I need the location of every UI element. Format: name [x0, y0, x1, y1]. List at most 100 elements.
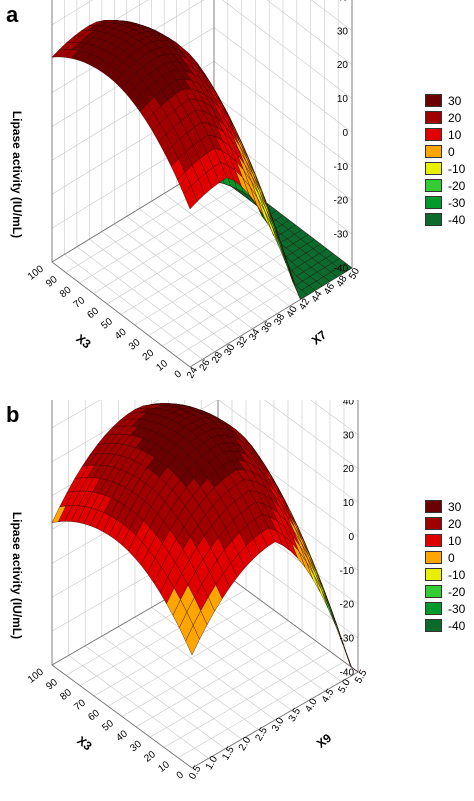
- legend-item: -30: [425, 600, 474, 617]
- y-axis-title: X9: [314, 731, 334, 751]
- legend-item: 30: [425, 92, 474, 109]
- response-surface: [51, 20, 353, 300]
- z-tick-label: -40: [334, 264, 349, 275]
- x-tick-label: 40: [114, 728, 130, 744]
- legend-label: 0: [448, 144, 455, 159]
- x-tick-label: 0: [173, 368, 185, 380]
- z-tick-label: -20: [340, 600, 355, 611]
- z-tick-label: 40: [343, 400, 355, 407]
- y-tick-label: 26: [198, 357, 213, 373]
- legend-label: -40: [448, 212, 466, 227]
- x-tick-label: 80: [58, 687, 74, 703]
- legend-item: 30: [425, 498, 474, 515]
- panel-label: a: [6, 2, 19, 27]
- x-axis-title: X3: [73, 331, 93, 351]
- z-tick-label: 0: [348, 532, 354, 543]
- y-tick-label: 46: [322, 281, 337, 297]
- z-tick-label: 40: [337, 0, 349, 3]
- legend-item: -10: [425, 160, 474, 177]
- legend-swatch: [425, 619, 442, 632]
- y-tick-label: 32: [235, 335, 250, 351]
- legend-swatch: [425, 602, 442, 615]
- legend-item: -20: [425, 177, 474, 194]
- y-tick-label: 30: [222, 342, 237, 358]
- x-tick-label: 10: [156, 759, 172, 775]
- surface-facet: [321, 589, 336, 626]
- panel-a: a 50403020100-10-20-30-40010203040506070…: [0, 0, 474, 400]
- legend-swatch: [425, 517, 442, 530]
- legend-label: -10: [448, 161, 466, 176]
- y-tick-label: 48: [335, 274, 350, 290]
- legend-swatch: [425, 179, 442, 192]
- legend-label: -40: [448, 618, 466, 633]
- z-tick-label: -20: [334, 196, 349, 207]
- y-tick-label: 28: [210, 350, 225, 366]
- legend-label: -20: [448, 584, 466, 599]
- x-tick-label: 60: [86, 305, 102, 321]
- legend-b: 30 20 10 0 -10 -20 -30 -40: [425, 498, 474, 634]
- legend-swatch: [425, 213, 442, 226]
- legend-label: 0: [448, 550, 455, 565]
- legend-item: 10: [425, 126, 474, 143]
- legend-swatch: [425, 128, 442, 141]
- legend-swatch: [425, 94, 442, 107]
- panel-label: b: [6, 402, 20, 427]
- x-tick-label: 100: [26, 666, 46, 685]
- legend-swatch: [425, 500, 442, 513]
- legend-label: 10: [448, 127, 462, 142]
- z-axis-title: Lipase activity (IU/mL): [10, 111, 24, 238]
- x-tick-label: 50: [99, 316, 115, 332]
- z-tick-label: 0: [342, 128, 348, 139]
- x-tick-label: 40: [113, 326, 129, 342]
- legend-swatch: [425, 145, 442, 158]
- surface-facet: [185, 624, 200, 656]
- x-tick-label: 70: [72, 295, 88, 311]
- y-axis-title: X7: [309, 327, 329, 347]
- z-tick-label: 10: [337, 94, 349, 105]
- legend-item: -20: [425, 583, 474, 600]
- y-tick-label: 50: [347, 266, 362, 282]
- surface-plot-a: 50403020100-10-20-30-4001020304050607080…: [10, 0, 362, 381]
- x-tick-label: 10: [155, 358, 171, 374]
- y-tick-label: 24: [185, 365, 200, 381]
- legend-swatch: [425, 162, 442, 175]
- legend-label: 20: [448, 110, 462, 125]
- legend-item: -30: [425, 194, 474, 211]
- legend-item: 20: [425, 109, 474, 126]
- x-tick-label: 0: [175, 769, 187, 781]
- z-tick-label: 20: [343, 464, 355, 475]
- x-tick-label: 30: [128, 739, 144, 755]
- z-tick-label: -10: [340, 566, 355, 577]
- legend-item: 10: [425, 532, 474, 549]
- x-tick-label: 70: [72, 697, 88, 713]
- x-tick-label: 90: [44, 274, 60, 290]
- legend-swatch: [425, 568, 442, 581]
- z-tick-label: 30: [343, 430, 355, 441]
- legend-label: -30: [448, 195, 466, 210]
- legend-item: 20: [425, 515, 474, 532]
- x-tick-label: 80: [58, 284, 74, 300]
- x-axis-title: X3: [74, 733, 94, 753]
- z-tick-label: -40: [340, 668, 355, 679]
- x-tick-label: 100: [26, 263, 46, 282]
- legend-a: 30 20 10 0 -10 -20 -30 -40: [425, 92, 474, 228]
- x-tick-label: 90: [44, 677, 60, 693]
- legend-item: 0: [425, 549, 474, 566]
- z-tick-label: -30: [334, 230, 349, 241]
- response-surface: [51, 403, 359, 673]
- legend-swatch: [425, 196, 442, 209]
- surface-plot-b: 50403020100-10-20-30-4001020304050607080…: [10, 400, 370, 782]
- x-tick-label: 50: [100, 718, 116, 734]
- legend-label: 20: [448, 516, 462, 531]
- legend-swatch: [425, 534, 442, 547]
- x-tick-label: 20: [141, 347, 157, 363]
- y-tick-label: 40: [285, 304, 300, 320]
- surface-facet: [183, 185, 198, 210]
- legend-swatch: [425, 111, 442, 124]
- z-tick-label: 20: [337, 60, 349, 71]
- legend-label: 30: [448, 93, 462, 108]
- legend-item: 0: [425, 143, 474, 160]
- legend-label: -10: [448, 567, 466, 582]
- x-tick-label: 30: [127, 337, 143, 353]
- y-tick-label: 34: [247, 327, 262, 343]
